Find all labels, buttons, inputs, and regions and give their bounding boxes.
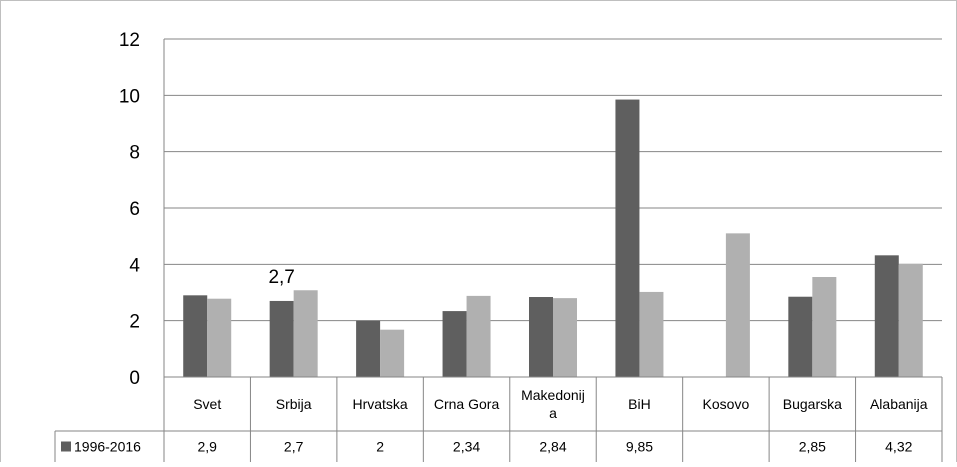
bar xyxy=(207,298,232,377)
bar xyxy=(639,291,664,377)
category-label: Makedonij xyxy=(521,387,585,403)
bar xyxy=(380,329,405,377)
table-value: 9,85 xyxy=(626,439,653,455)
bar xyxy=(725,233,750,377)
bar xyxy=(466,295,491,377)
bar xyxy=(553,298,577,377)
data-label: 2,7 xyxy=(268,267,294,288)
bar xyxy=(442,311,467,377)
bar xyxy=(356,320,381,377)
table-value: 4,32 xyxy=(885,439,912,455)
bar xyxy=(812,277,837,377)
table-value: 2 xyxy=(376,439,384,455)
table-value: 2,85 xyxy=(799,439,826,455)
y-tick-label: 6 xyxy=(129,199,140,220)
bar xyxy=(293,290,318,377)
category-label: a xyxy=(549,405,557,421)
y-tick-label: 4 xyxy=(129,255,140,276)
bar xyxy=(898,263,923,377)
category-label: Srbija xyxy=(276,396,312,412)
bar xyxy=(529,297,553,377)
bar xyxy=(615,99,640,377)
category-label: Hrvatska xyxy=(352,396,407,412)
y-tick-label: 12 xyxy=(119,30,140,51)
bar xyxy=(874,255,899,377)
bar xyxy=(183,295,208,377)
category-label: BiH xyxy=(628,396,651,412)
bar xyxy=(269,300,294,377)
y-tick-label: 10 xyxy=(119,86,140,107)
bar xyxy=(788,296,813,377)
y-tick-label: 0 xyxy=(129,368,140,389)
table-value: 2,34 xyxy=(453,439,480,455)
legend-label: 1996-2016 xyxy=(74,439,141,455)
table-value: 2,9 xyxy=(197,439,217,455)
category-label: Crna Gora xyxy=(434,396,500,412)
table-value: 2,7 xyxy=(284,439,304,455)
category-label: Bugarska xyxy=(783,396,842,412)
legend-key xyxy=(61,441,71,452)
category-label: Svet xyxy=(193,396,221,412)
table-value: 2,84 xyxy=(539,439,566,455)
category-label: Alabanija xyxy=(870,396,928,412)
y-tick-label: 2 xyxy=(129,312,140,333)
y-tick-label: 8 xyxy=(129,143,140,164)
category-label: Kosovo xyxy=(703,396,750,412)
